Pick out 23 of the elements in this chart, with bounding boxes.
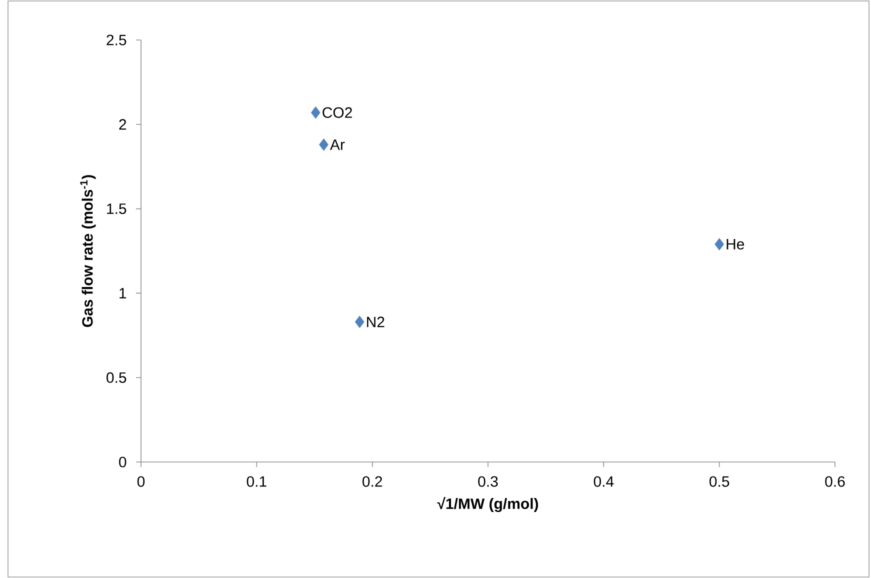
x-tick-label: 0.3: [478, 476, 498, 487]
point: [354, 316, 364, 328]
x-tick-label: 0.5: [710, 476, 730, 487]
point: [319, 138, 328, 151]
annotation: He: [726, 239, 744, 250]
x-tick-label: 0.1: [246, 476, 266, 487]
x-tick-label: 0.4: [594, 476, 614, 487]
annotation: N2: [367, 316, 384, 328]
y-tick-label: 0: [119, 456, 126, 468]
y-tick-label: 0.5: [106, 372, 126, 383]
annotation: CO2: [322, 107, 352, 118]
y-tick-label: 2.5: [106, 34, 126, 46]
annotation: Ar: [330, 140, 345, 150]
x-tick-label: 0: [137, 476, 145, 487]
y-tick-label: 2: [119, 119, 126, 130]
y-axis-title: Gas flow rate (mols$^{-1}$): [80, 175, 96, 327]
point: [714, 238, 724, 250]
point: [310, 106, 320, 119]
x-tick-label: 0.2: [362, 476, 382, 487]
x-tick-label: 0.6: [825, 476, 845, 487]
y-tick-label: 1: [120, 288, 126, 298]
x-axis-title: √1/MW (g/mol): [437, 497, 538, 512]
y-tick-label: 1.5: [107, 204, 126, 214]
